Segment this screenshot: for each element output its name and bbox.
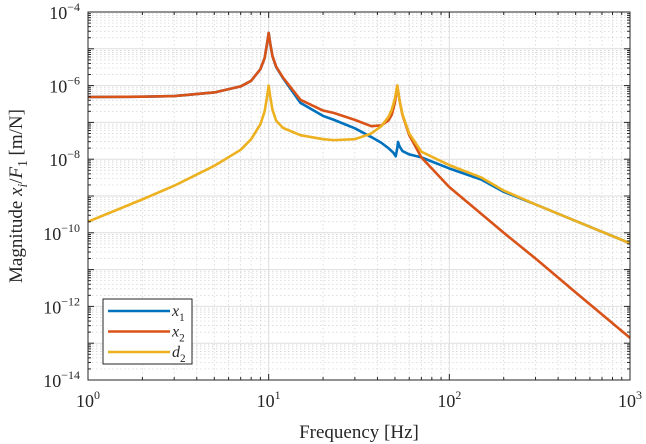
x-tick-label: 103 <box>618 388 642 411</box>
y-tick-label: 10−8 <box>49 147 80 170</box>
legend-label-d2: d2​ <box>172 344 186 365</box>
legend-label-x1: x1​ <box>171 303 185 324</box>
series-line-x2 <box>87 31 631 339</box>
x-axis-label: Frequency [Hz] <box>299 422 419 443</box>
legend-label-x2: x2​ <box>171 324 185 345</box>
y-tick-label: 10−10 <box>43 221 80 244</box>
y-tick-label: 10−12 <box>43 294 80 317</box>
y-tick-label: 10−14 <box>43 368 80 391</box>
tick-labels: 100 101 102 103 10−14 10−12 10−10 10−8 10−6 10−4 <box>43 0 642 411</box>
y-tick-label: 10−4 <box>49 0 80 23</box>
series-lines <box>87 31 631 339</box>
x-tick-label: 102 <box>437 388 461 411</box>
x-tick-label: 101 <box>257 388 281 411</box>
x-tick-label: 100 <box>76 388 100 411</box>
legend: x1​x2​d2​ <box>102 298 193 365</box>
y-tick-label: 10−6 <box>49 74 80 97</box>
y-axis-label: Magnitude xi​/F1​ [m/N] <box>6 109 30 283</box>
series-line-d2 <box>87 84 631 245</box>
ticks <box>87 12 630 381</box>
